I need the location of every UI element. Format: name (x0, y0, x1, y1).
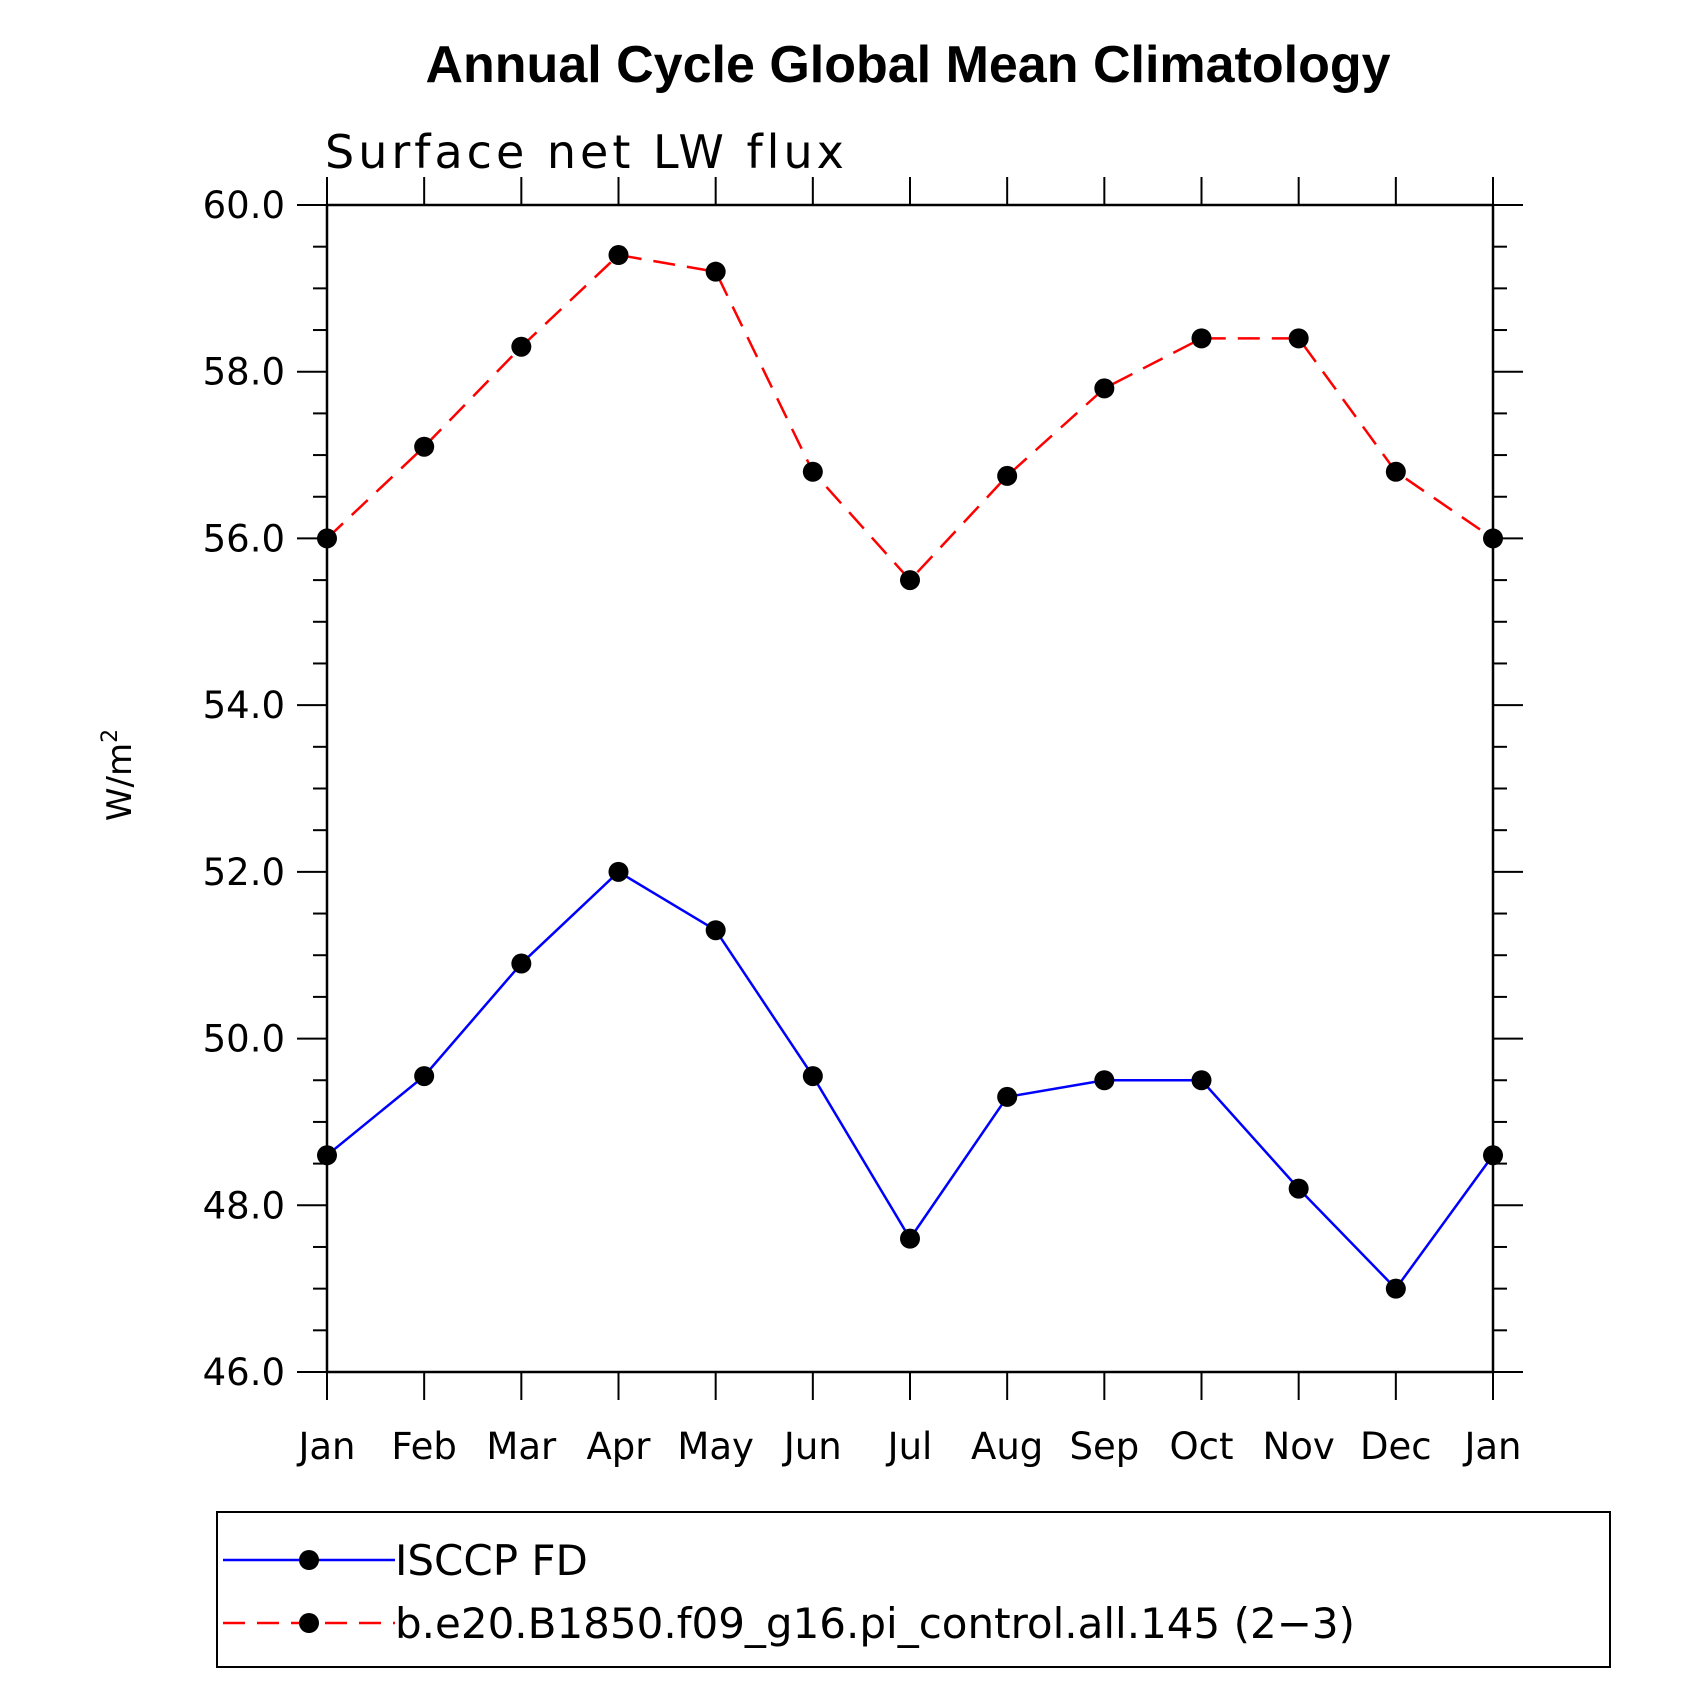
series-layer (317, 245, 1503, 1299)
x-tick-label: May (677, 1425, 754, 1468)
series-0-point (317, 1145, 337, 1166)
y-tick-label: 58.0 (203, 351, 285, 394)
series-0-point (1288, 1178, 1309, 1199)
series-0-point (608, 861, 629, 882)
x-tick-label: Jan (1462, 1425, 1521, 1468)
y-axis-ticks: 46.0 48.0 50.0 52.0 54.0 56.0 58.0 60.0 (203, 184, 1523, 1394)
legend-marker-1 (299, 1613, 319, 1633)
series-0-point (414, 1066, 435, 1087)
series-1-point (705, 261, 726, 282)
plot-border (325, 203, 1495, 1374)
x-tick-label: Oct (1170, 1425, 1234, 1468)
legend-box (216, 1511, 1611, 1668)
series-0-point (1483, 1145, 1503, 1166)
series-1-point (1483, 528, 1503, 549)
series-0-point (1385, 1278, 1406, 1299)
plot-frame (325, 203, 1495, 1374)
y-tick-label: 46.0 (203, 1351, 285, 1394)
series-1-point (317, 528, 337, 549)
series-0-point (1191, 1070, 1212, 1091)
y-tick-label: 50.0 (203, 1018, 285, 1061)
series-1-point (511, 336, 532, 357)
y-tick-label: 48.0 (203, 1184, 285, 1227)
x-tick-label: Jul (886, 1425, 933, 1468)
y-tick-label: 60.0 (203, 184, 285, 227)
series-1-point (1191, 328, 1212, 349)
y-axis-label-base: W/m (100, 743, 140, 821)
series-1-point (1288, 328, 1309, 349)
x-tick-label: Nov (1263, 1425, 1335, 1468)
y-axis-label-superscript: 2 (98, 729, 123, 743)
x-tick-label: Apr (586, 1425, 651, 1468)
legend-marker-0 (299, 1550, 319, 1570)
x-tick-label: Feb (391, 1425, 457, 1468)
x-tick-label: Mar (486, 1425, 557, 1468)
series-1-point (608, 245, 629, 266)
series-0-point (802, 1066, 823, 1087)
series-0-point (900, 1228, 920, 1249)
series-1-point (802, 461, 823, 482)
x-tick-label: Jun (782, 1425, 842, 1468)
series-line-0 (326, 870, 1495, 1291)
series-line-1 (326, 253, 1494, 582)
y-axis-label: W/m2 (98, 729, 140, 821)
series-0-point (511, 953, 532, 974)
legend: ISCCP FD b.e20.B1850.f09_g16.pi_control.a… (216, 1511, 1611, 1668)
legend-label-0: ISCCP FD (395, 1536, 588, 1585)
y-tick-label: 52.0 (203, 851, 285, 894)
x-tick-label: Dec (1360, 1425, 1432, 1468)
series-1-point (1385, 461, 1406, 482)
legend-label-1: b.e20.B1850.f09_g16.pi_control.all.145 (… (395, 1599, 1355, 1648)
series-0-point (1094, 1070, 1115, 1091)
y-tick-label: 54.0 (203, 684, 285, 727)
x-tick-label: Aug (971, 1425, 1043, 1468)
chart-title: Annual Cycle Global Mean Climatology (425, 36, 1390, 94)
x-axis-ticks: Jan Feb Mar Apr May Jun Jul Aug Sep Oct Nov Dec Jan (296, 177, 1522, 1468)
chart-subtitle: Surface net LW flux (325, 125, 848, 179)
series-1-point (997, 465, 1018, 486)
x-tick-label: Sep (1069, 1425, 1139, 1468)
y-tick-label: 56.0 (203, 517, 285, 560)
series-1-point (414, 436, 435, 457)
x-tick-label: Jan (296, 1425, 355, 1468)
series-1-point (900, 570, 920, 591)
series-1-point (1094, 378, 1115, 399)
series-0-point (705, 920, 726, 941)
series-0-point (997, 1086, 1018, 1107)
